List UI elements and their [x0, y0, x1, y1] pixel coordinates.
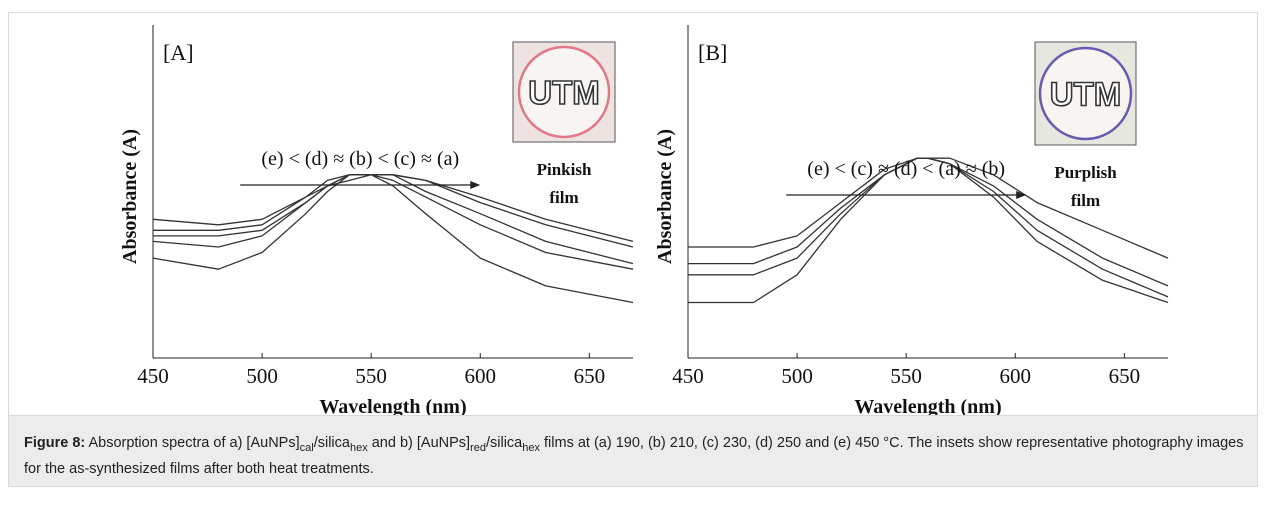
x-axis-title: Wavelength (nm) [854, 396, 1001, 418]
caption-text-run: Absorption spectra of a) [AuNPs] [85, 435, 300, 451]
caption-text-run: /silica [485, 435, 523, 451]
caption-body: Absorption spectra of a) [AuNPs]cal/sili… [24, 435, 1243, 477]
series-line-5 [153, 174, 634, 243]
utm-logo: UTM [528, 74, 599, 111]
caption-subscript: red [470, 441, 486, 454]
y-axis-title: Absorbance (A) [119, 129, 141, 264]
x-tick-label: 600 [1000, 364, 1032, 388]
film-label: Pinkish [537, 160, 592, 179]
series-line-4 [688, 157, 1169, 259]
x-tick-label: 450 [672, 364, 704, 388]
caption-box [8, 415, 1258, 487]
x-tick-label: 650 [574, 364, 606, 388]
chart-panel-b: 450 500 550 600 650 Wavelength (nm) Absorbance… [654, 25, 1169, 418]
series-line-4 [152, 174, 634, 248]
panel-label: [A] [163, 40, 194, 65]
y-axis-title: Absorbance (A) [654, 129, 676, 264]
x-tick-label: 550 [890, 364, 922, 388]
x-tick-label: 500 [246, 364, 278, 388]
figure-caption: Figure 8: Absorption spectra of a) [AuNP… [24, 433, 1244, 480]
x-tick-label: 550 [355, 364, 387, 388]
x-tick-label: 600 [465, 364, 497, 388]
arrowhead-icon [470, 181, 481, 189]
caption-text-run: and b) [AuNPs] [367, 435, 471, 451]
film-disc-icon [1038, 46, 1133, 141]
caption-text-run: films at (a) 190, (b) 210, (c) 230, (d) … [24, 435, 1244, 477]
utm-logo: UTM [1050, 76, 1121, 113]
film-disc-icon [517, 45, 611, 139]
x-axis-title: Wavelength (nm) [319, 396, 466, 418]
film-label: film [549, 188, 578, 207]
panel-label: [B] [698, 40, 727, 65]
x-tick-label: 450 [137, 364, 169, 388]
x-tick-label: 650 [1109, 364, 1141, 388]
film-label: film [1071, 191, 1100, 210]
arrowhead-icon [1016, 191, 1027, 199]
caption-subscript: hex [349, 441, 368, 454]
ordering-annotation: (e) < (d) ≈ (b) < (c) ≈ (a) [261, 148, 459, 170]
caption-text-run: /silica [313, 435, 350, 451]
chart-panel-a: 450 500 550 600 650 Wavelength (nm) Absorbance… [119, 25, 634, 418]
caption-label: Figure 8: [24, 435, 86, 451]
caption-subscript: hex [522, 441, 540, 454]
caption-subscript: cal [299, 441, 314, 454]
film-label: Purplish [1054, 163, 1117, 182]
ordering-annotation: (e) < (c) ≈ (d) < (a) ≈ (b) [807, 158, 1005, 180]
x-tick-label: 500 [781, 364, 813, 388]
